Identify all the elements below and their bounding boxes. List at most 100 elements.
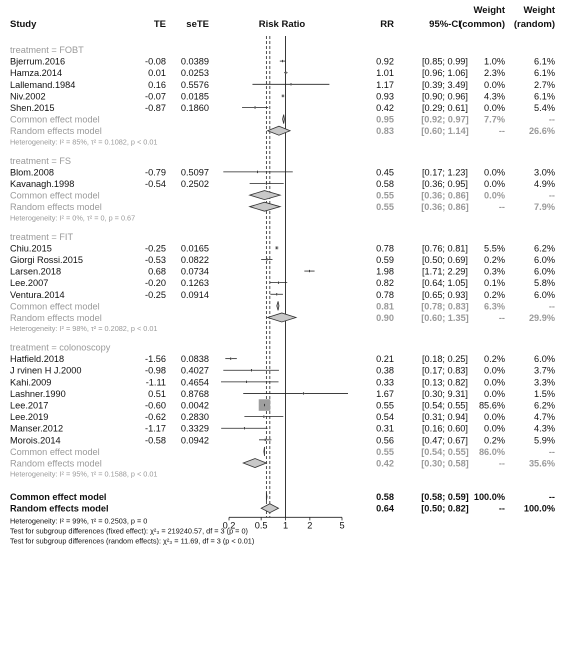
study-ci: [0.36; 0.95] bbox=[422, 179, 468, 189]
x-axis-tick-label: 0.5 bbox=[255, 520, 268, 530]
study-ci: [0.17; 1.23] bbox=[422, 167, 468, 177]
study-rr: 1.17 bbox=[376, 80, 394, 90]
study-weight-common: 2.3% bbox=[484, 68, 505, 78]
study-te: -0.08 bbox=[145, 57, 166, 67]
subgroup-common-rr: 0.55 bbox=[376, 191, 394, 201]
overall-random-rr: 0.64 bbox=[376, 504, 395, 514]
study-name: Larsen.2018 bbox=[10, 267, 61, 277]
overall-common-diamond bbox=[265, 492, 268, 502]
subgroup-common-weight-random: -- bbox=[549, 115, 555, 125]
subgroup-common-diamond bbox=[263, 446, 265, 456]
header-weight-random: (random) bbox=[514, 19, 555, 30]
overall-random-label: Random effects model bbox=[10, 504, 109, 514]
subgroup-common-label: Common effect model bbox=[10, 301, 100, 311]
study-name: Lashner.1990 bbox=[10, 389, 66, 399]
study-te: 0.16 bbox=[148, 80, 166, 90]
study-weight-common: 0.0% bbox=[484, 103, 505, 113]
header-weight-common: (common) bbox=[459, 19, 505, 30]
study-weight-random: 6.1% bbox=[534, 57, 555, 67]
subgroup-random-weight-common: -- bbox=[499, 202, 505, 212]
study-rr: 0.55 bbox=[376, 401, 394, 411]
study-sete: 0.3329 bbox=[181, 424, 209, 434]
subgroup-common-ci: [0.36; 0.86] bbox=[421, 191, 469, 201]
study-weight-random: 6.2% bbox=[534, 401, 555, 411]
subgroup-common-weight-random: -- bbox=[549, 301, 555, 311]
study-rr: 0.45 bbox=[376, 167, 394, 177]
study-rr: 0.33 bbox=[376, 377, 394, 387]
study-ci: [0.16; 0.60] bbox=[422, 424, 468, 434]
study-rr: 0.82 bbox=[376, 278, 394, 288]
study-weight-random: 4.7% bbox=[534, 412, 555, 422]
study-te: -0.62 bbox=[145, 412, 166, 422]
study-name: Hamza.2014 bbox=[10, 68, 62, 78]
study-weight-random: 5.9% bbox=[534, 435, 555, 445]
study-weight-common: 0.0% bbox=[484, 424, 505, 434]
study-ci: [0.39; 3.49] bbox=[422, 80, 468, 90]
study-rr: 0.21 bbox=[376, 354, 394, 364]
subgroup-common-rr: 0.95 bbox=[376, 115, 394, 125]
study-te: -1.11 bbox=[146, 377, 166, 387]
overall-common-weight-common: 100.0% bbox=[474, 492, 505, 502]
study-name: Ventura.2014 bbox=[10, 290, 65, 300]
study-name: Lallemand.1984 bbox=[10, 80, 75, 90]
subgroup-common-weight-random: -- bbox=[549, 191, 555, 201]
subgroup-heterogeneity: Heterogeneity: I² = 98%, τ² = 0.2082, p … bbox=[10, 324, 158, 333]
plot-marks bbox=[221, 59, 348, 514]
study-rr: 0.78 bbox=[376, 290, 394, 300]
study-name: Kavanagh.1998 bbox=[10, 179, 74, 189]
study-weight-random: 1.5% bbox=[534, 389, 555, 399]
x-axis-tick-label: 0.2 bbox=[223, 520, 236, 530]
study-weight-common: 0.0% bbox=[484, 389, 505, 399]
subgroup-random-rr: 0.42 bbox=[376, 459, 394, 469]
study-weight-random: 6.0% bbox=[534, 354, 555, 364]
study-name: Hatfield.2018 bbox=[10, 354, 64, 364]
header-weight-common-top: Weight bbox=[474, 5, 506, 16]
study-ci: [0.18; 0.25] bbox=[422, 354, 468, 364]
study-te: -0.79 bbox=[145, 167, 166, 177]
study-weight-random: 2.7% bbox=[534, 80, 555, 90]
subgroup-common-weight-common: 0.0% bbox=[484, 191, 505, 201]
x-axis-tick-label: 2 bbox=[307, 520, 312, 530]
study-name: Manser.2012 bbox=[10, 424, 63, 434]
overall-common-weight-random: -- bbox=[549, 492, 555, 502]
study-weight-common: 0.2% bbox=[484, 354, 505, 364]
subgroup-random-diamond bbox=[266, 312, 298, 323]
study-rr: 0.42 bbox=[376, 103, 394, 113]
study-weight-common: 0.0% bbox=[484, 179, 505, 189]
study-weight-random: 6.0% bbox=[534, 267, 555, 277]
study-sete: 0.1263 bbox=[181, 278, 209, 288]
study-te: 0.01 bbox=[148, 68, 166, 78]
study-te: -0.20 bbox=[145, 278, 166, 288]
study-name: Shen.2015 bbox=[10, 103, 54, 113]
study-te: -1.17 bbox=[145, 424, 166, 434]
study-weight-random: 6.1% bbox=[534, 91, 555, 101]
study-te: 0.51 bbox=[148, 389, 166, 399]
study-weight-common: 5.5% bbox=[484, 243, 505, 253]
subgroup-heterogeneity: Heterogeneity: I² = 95%, τ² = 0.1588, p … bbox=[10, 470, 158, 479]
subgroup-label: treatment = FIT bbox=[10, 232, 73, 242]
study-weight-random: 3.7% bbox=[534, 366, 555, 376]
header-weight-random-top: Weight bbox=[524, 5, 556, 16]
header-ci: 95%-CI bbox=[429, 19, 461, 30]
study-weight-common: 0.1% bbox=[484, 278, 505, 288]
subgroup-random-rr: 0.55 bbox=[376, 202, 394, 212]
study-weight-common: 0.0% bbox=[484, 366, 505, 376]
study-ci: [0.29; 0.61] bbox=[422, 103, 468, 113]
subgroup-random-ci: [0.60; 1.14] bbox=[421, 126, 469, 136]
header-row: Study TE seTE Risk Ratio RR 95%-CI Weigh… bbox=[10, 5, 556, 30]
study-sete: 0.5097 bbox=[181, 167, 209, 177]
subgroup-random-diamond bbox=[248, 201, 282, 212]
study-sete: 0.2830 bbox=[181, 412, 209, 422]
study-ci: [0.85; 0.99] bbox=[422, 57, 468, 67]
study-ci: [0.31; 0.94] bbox=[422, 412, 468, 422]
study-te: -0.25 bbox=[145, 290, 166, 300]
header-risk-ratio: Risk Ratio bbox=[259, 19, 306, 30]
subgroup-test-random: Test for subgroup differences (random ef… bbox=[10, 536, 254, 545]
study-ci: [0.17; 0.83] bbox=[422, 366, 468, 376]
study-weight-common: 0.0% bbox=[484, 167, 505, 177]
subgroup-common-ci: [0.92; 0.97] bbox=[421, 115, 469, 125]
study-weight-common: 0.3% bbox=[484, 267, 505, 277]
subgroup-label: treatment = FOBT bbox=[10, 45, 84, 55]
header-study: Study bbox=[10, 19, 37, 30]
